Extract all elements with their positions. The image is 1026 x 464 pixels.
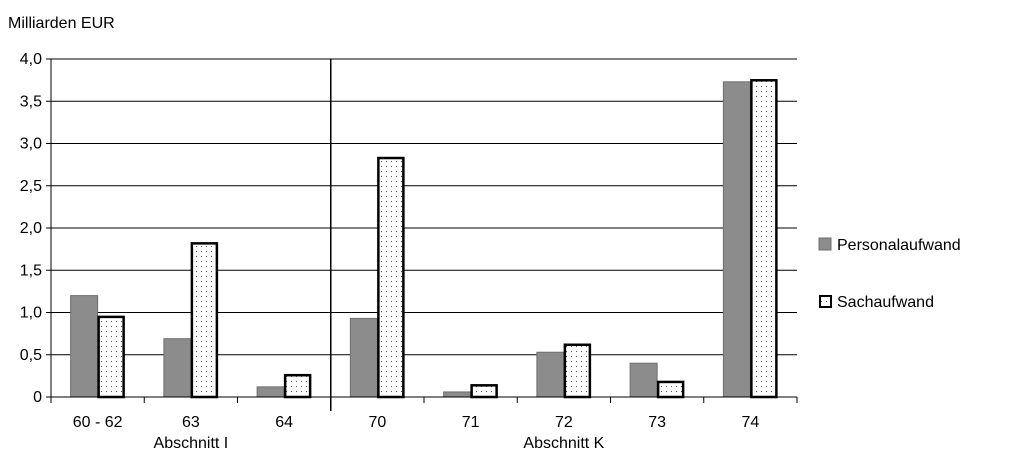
bar-sachaufwand <box>470 384 498 399</box>
bar-personalaufwand <box>256 386 285 398</box>
bar-personalaufwand <box>70 295 99 398</box>
x-tick-label: 60 - 62 <box>73 414 123 431</box>
legend-label: Personalaufwand <box>837 237 961 254</box>
y-tick-label: 1,0 <box>20 305 42 322</box>
bar-personalaufwand <box>443 391 472 398</box>
y-tick-label: 4,0 <box>20 51 42 68</box>
y-tick-label: 2,0 <box>20 220 42 237</box>
bar-sachaufwand <box>750 79 778 399</box>
group-label: Abschnitt I <box>154 435 229 452</box>
y-tick-labels: 0 0,5 1,0 1,5 2,0 2,5 3,0 3,5 4,0 <box>20 51 42 406</box>
x-tick-label: 63 <box>182 414 200 431</box>
bar-sachaufwand <box>190 242 219 399</box>
legend: Personalaufwand Sachaufwand <box>818 237 961 311</box>
x-tick-label: 72 <box>555 414 573 431</box>
y-tick-label: 1,5 <box>20 262 42 279</box>
legend-swatch-sachaufwand <box>819 295 832 308</box>
bars <box>70 79 778 399</box>
y-tick-label: 0,5 <box>20 347 42 364</box>
x-tick-labels: 60 - 62 63 64 70 71 72 73 74 <box>73 414 760 431</box>
x-tick-label: 71 <box>462 414 480 431</box>
y-axis-label: Milliarden EUR <box>8 15 115 32</box>
axes <box>46 58 798 411</box>
gridlines <box>51 58 797 356</box>
group-label: Abschnitt K <box>523 435 604 452</box>
bar-personalaufwand <box>536 351 565 398</box>
y-tick-label: 2,5 <box>20 178 42 195</box>
bar-sachaufwand <box>377 156 405 399</box>
bar-personalaufwand <box>163 338 192 398</box>
legend-label: Sachaufwand <box>837 294 934 311</box>
bar-personalaufwand <box>349 317 378 398</box>
group-labels: Abschnitt I Abschnitt K <box>154 435 605 452</box>
bar-personalaufwand <box>722 81 751 398</box>
legend-swatch-personalaufwand <box>818 237 832 251</box>
x-tick-label: 73 <box>648 414 666 431</box>
x-tick-label: 64 <box>275 414 293 431</box>
bar-sachaufwand <box>656 380 685 399</box>
x-tick-label: 74 <box>741 414 759 431</box>
bar-sachaufwand <box>283 373 312 399</box>
bar-personalaufwand <box>629 362 658 398</box>
bar-sachaufwand <box>97 315 125 399</box>
x-tick-label: 70 <box>368 414 386 431</box>
y-tick-label: 3,0 <box>20 136 42 153</box>
y-tick-label: 3,5 <box>20 93 42 110</box>
bar-sachaufwand <box>563 343 592 399</box>
y-tick-label: 0 <box>33 389 42 406</box>
